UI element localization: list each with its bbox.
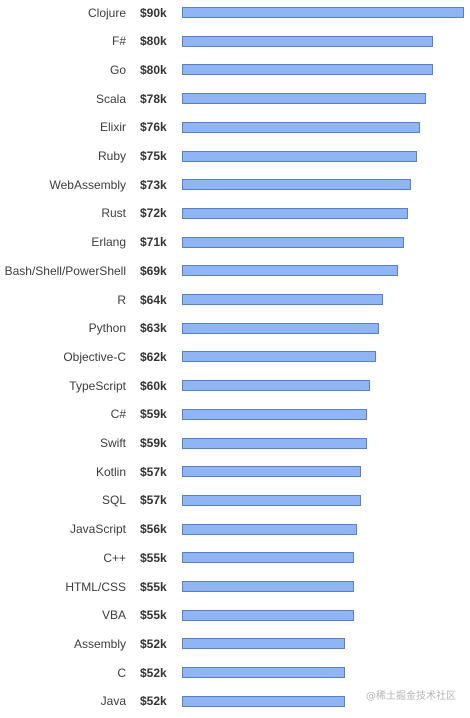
value-label: $80k <box>140 34 167 49</box>
bar <box>182 609 355 621</box>
value-label: $75k <box>140 149 167 163</box>
value-label: $55k <box>140 550 167 565</box>
category-label: Bash/Shell/PowerShell <box>4 263 126 278</box>
category-label: Scala <box>95 91 126 106</box>
value-label: $52k <box>140 694 167 709</box>
category-label: JavaScript <box>69 522 126 537</box>
bar <box>182 64 433 76</box>
bar <box>182 667 345 679</box>
value-label: $90k <box>140 5 167 20</box>
category-label: SQL <box>101 493 126 508</box>
value-label: $60k <box>140 378 167 393</box>
category-label: F# <box>111 34 126 49</box>
value-label: $59k <box>140 436 167 450</box>
value-label: $64k <box>140 292 167 307</box>
bar <box>182 523 358 535</box>
category-label: Python <box>88 321 126 336</box>
bar <box>182 408 367 420</box>
category-label: Elixir <box>100 120 126 135</box>
category-label: Rust <box>101 206 126 221</box>
bar <box>182 93 427 105</box>
bar <box>182 236 405 248</box>
category-label: Assembly <box>73 636 126 651</box>
category-label: Go <box>109 62 126 77</box>
value-label: $56k <box>140 522 167 537</box>
bar <box>182 121 421 133</box>
category-label: Java <box>100 694 126 709</box>
value-label: $73k <box>140 177 167 192</box>
bar <box>182 466 361 478</box>
bar <box>182 552 355 564</box>
category-label: C++ <box>103 550 126 565</box>
bar <box>182 581 355 592</box>
category-label: Swift <box>99 436 126 450</box>
value-label: $78k <box>140 91 167 106</box>
category-label: C# <box>110 407 126 422</box>
category-label: HTML/CSS <box>65 579 126 594</box>
bar <box>182 351 377 363</box>
value-label: $62k <box>140 349 167 364</box>
value-label: $57k <box>140 493 167 508</box>
value-label: $55k <box>140 579 167 594</box>
category-label: Objective-C <box>63 349 126 364</box>
bar <box>182 150 417 162</box>
watermark: @稀土掘金技术社区 <box>366 691 456 702</box>
bar <box>182 207 408 219</box>
category-label: C <box>117 665 126 680</box>
category-label: TypeScript <box>69 378 126 393</box>
category-label: R <box>117 292 126 307</box>
bar <box>182 7 464 18</box>
value-label: $69k <box>140 263 167 278</box>
bar <box>182 695 345 707</box>
category-label: Ruby <box>97 149 126 163</box>
value-label: $76k <box>140 120 167 135</box>
value-label: $55k <box>140 608 167 623</box>
value-label: $59k <box>140 407 167 422</box>
category-label: Erlang <box>91 235 126 250</box>
bar <box>182 179 411 191</box>
value-label: $63k <box>140 321 167 336</box>
bar <box>182 294 383 305</box>
category-label: Clojure <box>87 5 126 20</box>
value-label: $57k <box>140 464 167 479</box>
value-label: $80k <box>140 62 167 77</box>
category-label: VBA <box>101 608 126 623</box>
bar <box>182 35 433 47</box>
value-label: $72k <box>140 206 167 221</box>
bar <box>182 322 380 334</box>
category-label: WebAssembly <box>49 177 126 192</box>
bar <box>182 265 399 277</box>
category-label: Kotlin <box>95 464 126 479</box>
value-label: $71k <box>140 235 167 250</box>
bar <box>182 638 345 650</box>
value-label: $52k <box>140 665 167 680</box>
bar <box>182 494 361 506</box>
bar <box>182 380 370 392</box>
value-label: $52k <box>140 636 167 651</box>
bar <box>182 437 367 449</box>
